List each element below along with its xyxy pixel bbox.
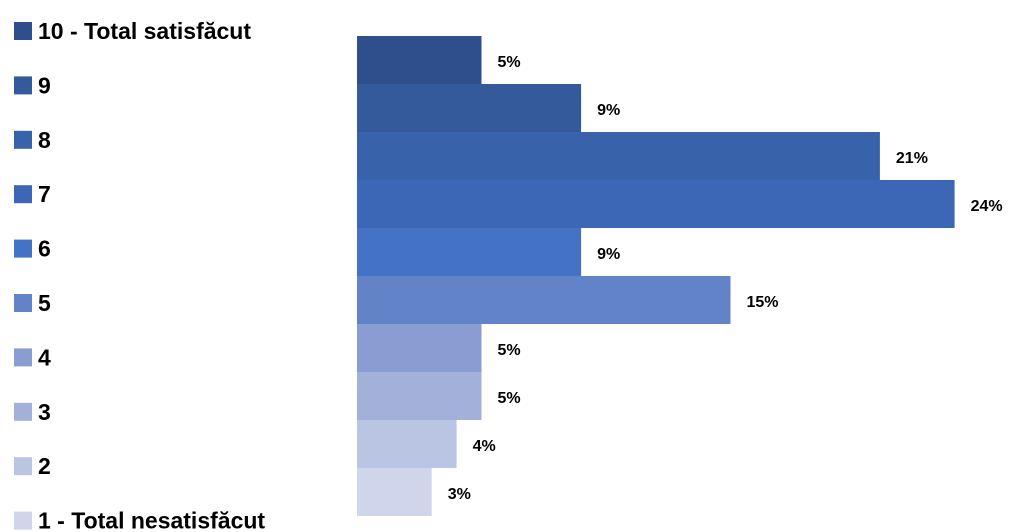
value-label-7: 5%	[498, 342, 521, 359]
legend-label-2: 9	[38, 72, 51, 98]
legend-swatch-7	[14, 348, 32, 367]
legend-swatch-2	[14, 76, 32, 95]
legend-swatch-8	[14, 402, 32, 421]
legend-item-8: 3	[14, 399, 51, 425]
value-label-3: 21%	[896, 150, 928, 167]
legend-label-8: 3	[38, 399, 51, 425]
legend-label-6: 5	[38, 290, 51, 316]
legend-swatch-5	[14, 239, 32, 258]
bar-5	[357, 228, 582, 276]
value-label-2: 9%	[597, 102, 620, 119]
value-label-1: 5%	[498, 54, 521, 71]
legend-swatch-3	[14, 130, 32, 149]
bar-10	[357, 468, 432, 516]
legend-item-2: 9	[14, 72, 51, 98]
bar-1	[357, 36, 482, 84]
legend: 10 - Total satisfăcut 9 8 7 6 5 4 3 2 1 - Total n…	[14, 18, 265, 532]
legend-label-9: 2	[38, 453, 51, 479]
legend-swatch-4	[14, 185, 32, 204]
value-label-10: 3%	[448, 486, 471, 503]
legend-item-1: 10 - Total satisfăcut	[14, 18, 251, 44]
legend-item-5: 6	[14, 236, 51, 262]
legend-swatch-10	[14, 511, 32, 530]
bar-8	[357, 372, 482, 420]
legend-item-4: 7	[14, 181, 51, 207]
legend-item-3: 8	[14, 127, 51, 153]
legend-label-3: 8	[38, 127, 51, 153]
value-labels: 5% 9% 21% 24% 9% 15% 5% 5% 4% 3%	[448, 54, 1003, 503]
legend-label-4: 7	[38, 181, 51, 207]
legend-item-6: 5	[14, 290, 51, 316]
legend-label-7: 4	[38, 344, 51, 370]
legend-label-1: 10 - Total satisfăcut	[38, 18, 251, 44]
value-label-9: 4%	[473, 438, 496, 455]
legend-item-10: 1 - Total nesatisfăcut	[14, 508, 265, 532]
bar-2	[357, 84, 582, 132]
legend-swatch-9	[14, 457, 32, 476]
bar-9	[357, 420, 457, 468]
value-label-6: 15%	[747, 294, 779, 311]
legend-label-10: 1 - Total nesatisfăcut	[38, 508, 265, 532]
bar-3	[357, 132, 880, 180]
legend-swatch-6	[14, 294, 32, 312]
bar-7	[357, 324, 482, 372]
bars	[357, 36, 955, 516]
bar-6	[357, 276, 731, 324]
value-label-5: 9%	[597, 246, 620, 263]
legend-label-5: 6	[38, 236, 51, 262]
legend-item-7: 4	[14, 344, 51, 370]
bar-4	[357, 180, 955, 228]
legend-swatch-1	[14, 22, 32, 40]
value-label-8: 5%	[498, 390, 521, 407]
legend-item-9: 2	[14, 453, 51, 479]
value-label-4: 24%	[971, 198, 1003, 215]
